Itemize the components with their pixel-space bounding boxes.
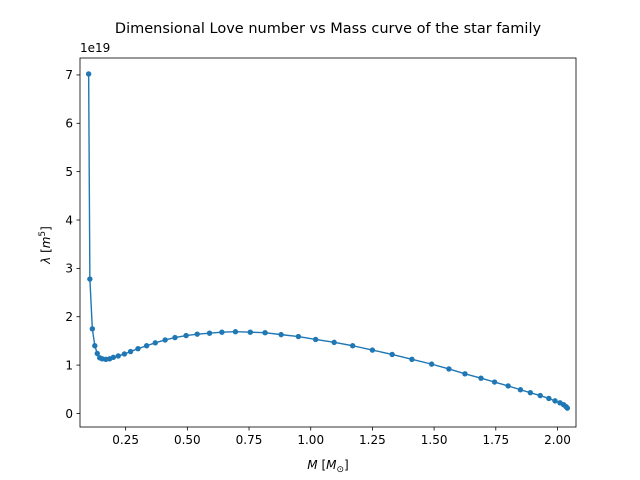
y-offset-label: 1e19 — [80, 41, 110, 55]
y-tick-label: 4 — [65, 213, 73, 227]
data-point — [478, 375, 484, 381]
data-point — [517, 387, 524, 393]
y-label-var: λ — [39, 257, 53, 265]
data-point — [552, 398, 558, 404]
data-point — [110, 354, 117, 361]
data-point — [369, 347, 376, 353]
data-point — [312, 336, 319, 343]
data-point — [135, 345, 141, 352]
x-label-var: M — [307, 458, 318, 472]
data-point — [247, 329, 253, 335]
data-point — [491, 379, 498, 385]
data-point — [527, 389, 534, 396]
data-point — [295, 333, 302, 340]
data-point — [121, 351, 128, 357]
y-tick-label: 3 — [65, 262, 73, 276]
data-point — [172, 334, 178, 341]
y-label-close: ] — [39, 226, 53, 231]
y-tick-label: 7 — [65, 68, 73, 82]
x-tick-label: 0.75 — [236, 433, 263, 447]
data-point — [206, 330, 213, 336]
data-point — [143, 343, 150, 349]
plot-area: 0.25 0.50 0.75 1.00 1.25 1.50 1.75 2.00 0 1 2 3 4 5 6 7 — [65, 57, 577, 447]
x-tick-label: 2.00 — [544, 433, 571, 447]
data-point — [546, 395, 552, 402]
data-point — [89, 326, 96, 332]
y-label-open: [ — [39, 248, 53, 257]
y-tick-label: 6 — [65, 117, 73, 131]
y-label-sup: 5 — [38, 231, 48, 237]
data-point — [162, 337, 168, 343]
data-point — [87, 276, 93, 282]
data-point — [428, 361, 435, 367]
y-tick-label: 5 — [65, 165, 73, 179]
axes-frame — [79, 57, 577, 428]
data-point — [232, 329, 239, 335]
series-line — [87, 73, 568, 409]
y-tick-label: 0 — [65, 407, 73, 421]
data-point — [127, 348, 134, 355]
y-tick-label: 2 — [65, 310, 73, 324]
x-tick-label: 1.75 — [482, 433, 509, 447]
x-label-close: ] — [344, 458, 349, 472]
x-label-sub: ⊙ — [336, 465, 344, 475]
data-point — [219, 329, 225, 335]
data-point — [278, 331, 284, 338]
data-point — [262, 329, 268, 336]
data-point — [537, 392, 543, 399]
data-point — [94, 350, 100, 357]
x-axis-label: M [M⊙] — [307, 458, 348, 475]
data-point — [446, 366, 452, 372]
data-point — [85, 71, 92, 77]
chart-title: Dimensional Love number vs Mass curve of… — [115, 21, 542, 37]
data-point — [349, 343, 356, 349]
x-tick-label: 1.25 — [359, 433, 386, 447]
data-point — [92, 343, 98, 349]
data-point — [462, 371, 468, 377]
data-point — [505, 383, 511, 389]
x-tick-label: 0.50 — [174, 433, 201, 447]
y-tick-label: 1 — [65, 358, 73, 372]
data-point — [564, 405, 571, 411]
x-tick-label: 1.50 — [421, 433, 448, 447]
data-point — [331, 339, 337, 346]
x-label-open: [ — [318, 458, 327, 472]
y-axis-label: λ [m5] — [38, 226, 53, 265]
x-label-unit: M — [326, 458, 337, 472]
y-label-unit: m — [39, 237, 53, 249]
x-tick-label: 1.00 — [297, 433, 324, 447]
data-point — [194, 331, 200, 337]
data-point — [183, 332, 189, 339]
data-point — [409, 356, 415, 362]
data-point — [152, 340, 158, 346]
x-tick-label: 0.25 — [112, 433, 139, 447]
data-point — [389, 351, 395, 358]
data-point — [115, 353, 121, 359]
